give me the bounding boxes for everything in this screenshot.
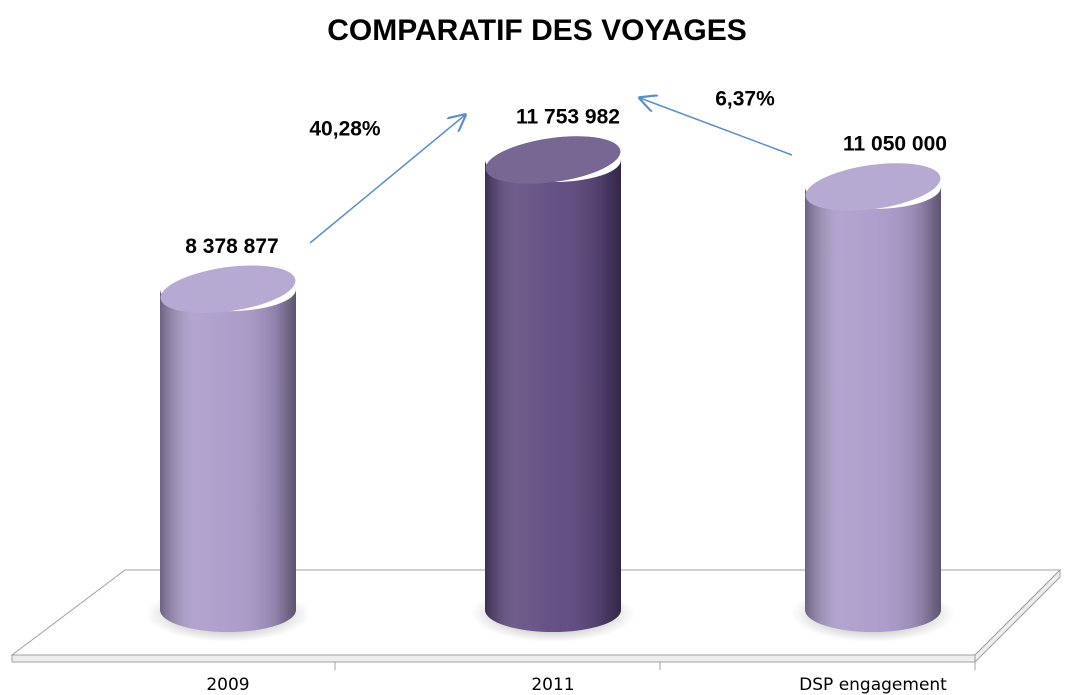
chart-title: COMPARATIF DES VOYAGES (327, 14, 747, 47)
bar-top-highlight (485, 136, 621, 184)
x-tick-label: 2011 (531, 675, 574, 695)
annotation: 40,28% (309, 118, 381, 141)
annotation: 6,37% (715, 88, 775, 111)
arrow (640, 98, 793, 156)
data-label: 11 050 000 (843, 132, 947, 155)
bar-shading (805, 186, 941, 632)
bar-shading (160, 289, 296, 632)
bar-top-highlight (160, 265, 296, 313)
data-label: 8 378 877 (185, 235, 278, 258)
x-tick-label: 2009 (206, 675, 249, 695)
bar-top (485, 136, 621, 184)
bar-top (805, 163, 941, 211)
data-label: 11 753 982 (516, 106, 620, 129)
bar-top-highlight (805, 163, 941, 211)
bar-shading (485, 160, 621, 632)
bar-top (160, 265, 296, 313)
x-tick-label: DSP engagement (799, 675, 947, 695)
arrow (309, 115, 465, 244)
